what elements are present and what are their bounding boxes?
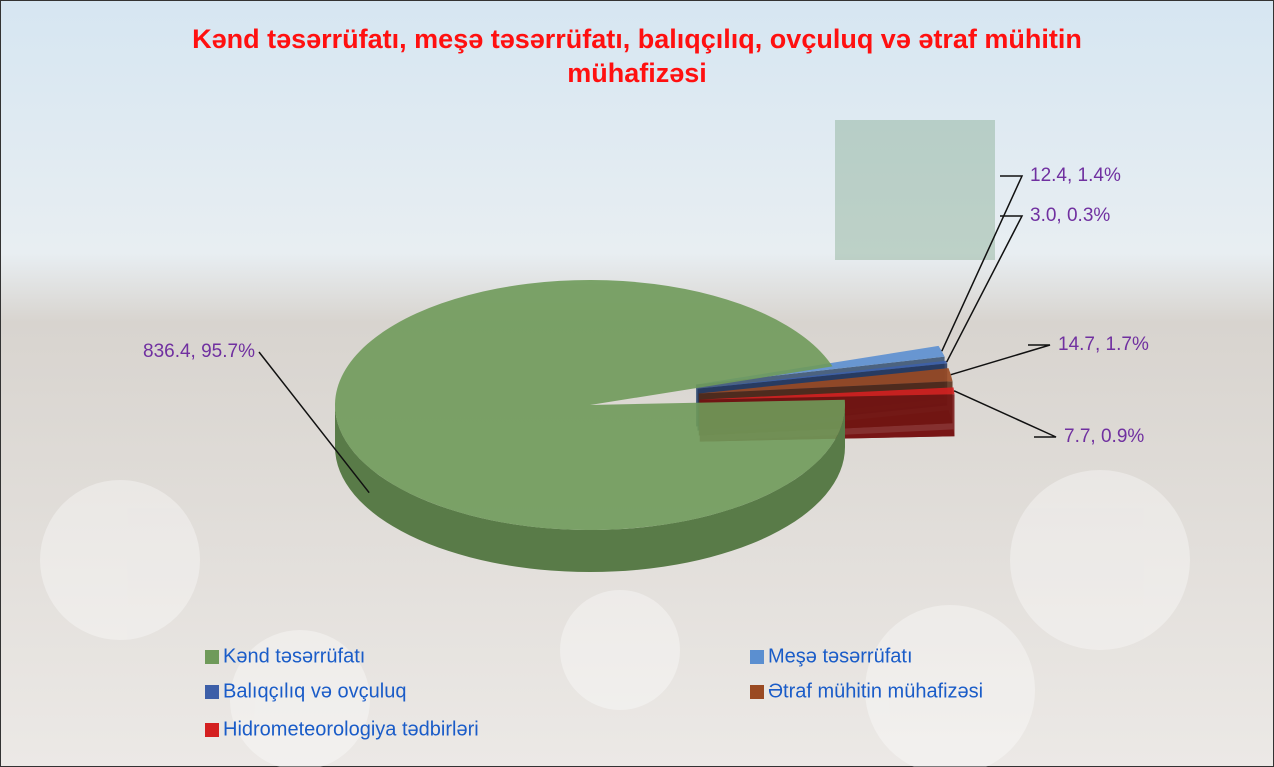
legend-label: Hidrometeorologiya tədbirləri xyxy=(223,718,479,740)
legend-swatch xyxy=(750,650,764,664)
legend-swatch xyxy=(205,723,219,737)
title-line: mühafizəsi xyxy=(567,58,707,88)
slice xyxy=(335,280,845,530)
title-line: Kənd təsərrüfatı, meşə təsərrüfatı, balı… xyxy=(192,24,1082,54)
value-label: 12.4, 1.4% xyxy=(1030,165,1121,186)
legend-label: Meşə təsərrüfatı xyxy=(768,645,913,667)
value-label: 14.7, 1.7% xyxy=(1058,334,1149,355)
legend-label: Balıqçılıq və ovçuluq xyxy=(223,680,406,702)
value-label: 3.0, 0.3% xyxy=(1030,205,1110,226)
legend-swatch xyxy=(750,685,764,699)
value-label: 836.4, 95.7% xyxy=(143,341,255,362)
legend-label: Kənd təsərrüfatı xyxy=(223,645,365,667)
legend-label: Ətraf mühitin mühafizəsi xyxy=(768,680,983,702)
value-label: 7.7, 0.9% xyxy=(1064,426,1144,447)
legend-swatch xyxy=(205,685,219,699)
chart: Kənd təsərrüfatı, meşə təsərrüfatı, balı… xyxy=(0,0,1274,767)
legend-swatch xyxy=(205,650,219,664)
